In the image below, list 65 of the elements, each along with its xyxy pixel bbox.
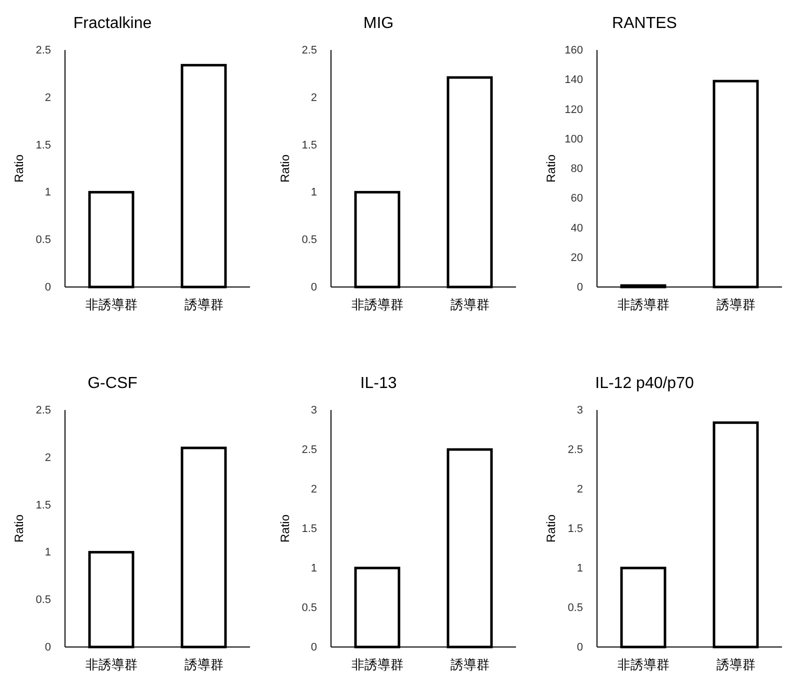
x-tick-label: 誘導群: [184, 657, 224, 672]
chart-title: IL-12 p40/p70: [595, 375, 694, 392]
chart-title: RANTES: [612, 15, 677, 32]
y-tick-label: 80: [570, 163, 583, 176]
y-tick-label: 120: [564, 104, 583, 116]
x-tick-label: 非誘導群: [617, 657, 670, 672]
x-tick-label: 非誘導群: [351, 657, 404, 672]
x-tick-label: 誘導群: [450, 297, 490, 312]
y-tick-label: 1.5: [36, 499, 51, 512]
y-tick-label: 100: [564, 133, 583, 146]
y-tick-label: 2: [44, 452, 51, 464]
x-tick-label: 非誘導群: [351, 297, 404, 312]
x-tick-label: 誘導群: [716, 297, 756, 312]
y-tick-label: 1.5: [302, 139, 317, 152]
y-tick-label: 0: [310, 282, 317, 294]
y-tick-label: 1.5: [568, 523, 583, 536]
y-tick-label: 0: [576, 282, 583, 294]
y-tick-label: 0: [310, 642, 317, 654]
y-tick-label: 3: [310, 404, 317, 417]
x-tick-label: 誘導群: [184, 297, 224, 312]
y-tick-label: 2.5: [36, 404, 51, 417]
y-tick-label: 60: [570, 192, 583, 205]
x-tick-label: 非誘導群: [85, 297, 138, 312]
x-tick-label: 非誘導群: [617, 297, 670, 312]
y-tick-label: 1: [44, 546, 51, 559]
y-tick-label: 1.5: [36, 139, 51, 152]
y-tick-label: 2: [44, 92, 51, 104]
y-tick-label: 2: [310, 92, 317, 104]
chart-title: G-CSF: [88, 375, 138, 392]
y-tick-label: 20: [570, 252, 583, 264]
y-tick-label: 0.5: [36, 594, 51, 606]
y-tick-label: 2.5: [302, 44, 317, 57]
y-tick-label: 1.5: [302, 523, 317, 536]
y-tick-label: 140: [564, 74, 583, 86]
y-tick-label: 0: [44, 642, 51, 654]
y-tick-label: 0: [576, 642, 583, 654]
y-axis-title: Ratio: [544, 514, 558, 543]
y-tick-label: 2.5: [36, 44, 51, 57]
y-axis-title: Ratio: [278, 154, 292, 183]
chart-title: IL-13: [360, 375, 397, 392]
y-tick-label: 40: [570, 222, 583, 234]
y-tick-label: 1: [576, 562, 583, 575]
y-axis-title: Ratio: [12, 514, 26, 543]
y-tick-label: 160: [564, 44, 583, 57]
y-tick-label: 0.5: [36, 234, 51, 246]
x-tick-label: 誘導群: [716, 657, 756, 672]
y-axis-title: Ratio: [544, 154, 558, 183]
y-tick-label: 0.5: [302, 602, 317, 614]
y-tick-label: 0: [44, 282, 51, 294]
y-tick-label: 2.5: [302, 444, 317, 456]
y-tick-label: 1: [44, 186, 51, 199]
x-tick-label: 非誘導群: [85, 657, 138, 672]
x-tick-label: 誘導群: [450, 657, 490, 672]
chart-title: Fractalkine: [73, 15, 152, 32]
y-tick-label: 2: [576, 484, 583, 496]
chart-title: MIG: [363, 15, 394, 32]
y-tick-label: 1: [310, 562, 317, 575]
y-axis-title: Ratio: [12, 154, 26, 183]
y-tick-label: 1: [310, 186, 317, 199]
y-tick-label: 3: [576, 404, 583, 417]
y-axis-title: Ratio: [278, 514, 292, 543]
y-tick-label: 2.5: [568, 444, 583, 456]
y-tick-label: 0.5: [568, 602, 583, 614]
y-tick-label: 0.5: [302, 234, 317, 246]
y-tick-label: 2: [310, 484, 317, 496]
